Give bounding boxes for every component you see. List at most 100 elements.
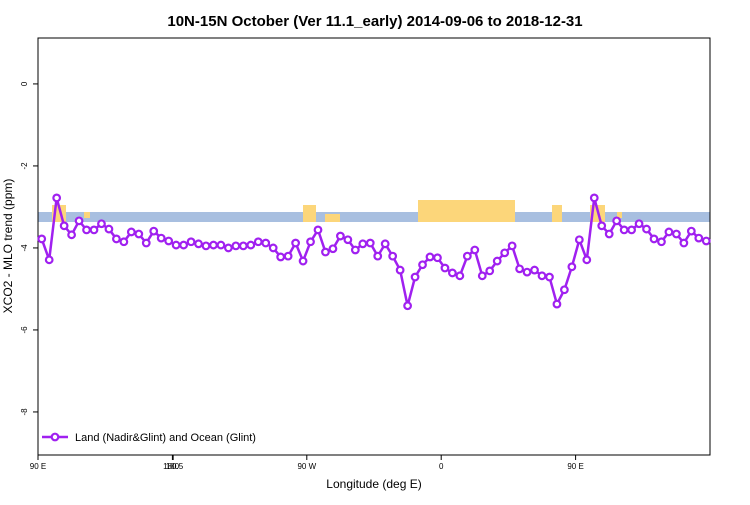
data-point xyxy=(283,251,293,261)
data-point xyxy=(111,234,121,244)
data-point xyxy=(246,240,256,250)
data-point xyxy=(686,226,696,236)
data-point xyxy=(156,233,166,243)
data-point xyxy=(530,265,539,275)
data-point xyxy=(672,229,681,239)
data-point xyxy=(201,241,211,251)
data-point xyxy=(373,251,383,261)
data-point xyxy=(104,224,114,234)
y-tick-label: -6 xyxy=(20,326,29,334)
data-point xyxy=(701,236,711,246)
data-point xyxy=(126,227,136,237)
data-point xyxy=(365,238,375,248)
data-point xyxy=(276,252,286,262)
data-point xyxy=(664,227,674,237)
data-point xyxy=(597,221,607,231)
data-point xyxy=(119,237,129,247)
data-point xyxy=(59,221,69,231)
data-point xyxy=(328,244,338,254)
data-point xyxy=(268,243,278,253)
data-point xyxy=(582,255,592,265)
data-point xyxy=(97,219,106,229)
data-point xyxy=(141,238,151,248)
x-tick-label: 180.5 xyxy=(163,462,184,471)
data-point xyxy=(343,235,353,245)
data-point xyxy=(89,225,99,235)
data-point xyxy=(440,263,450,273)
data-point xyxy=(418,260,427,270)
data-point xyxy=(634,219,644,229)
x-tick-label: 90 W xyxy=(297,462,316,471)
data-point xyxy=(560,285,569,295)
x-tick-label: 180 xyxy=(166,462,180,471)
data-point xyxy=(149,226,159,236)
data-point xyxy=(350,245,360,255)
data-point xyxy=(216,240,226,250)
data-point xyxy=(455,271,465,281)
data-point xyxy=(515,264,524,274)
data-point xyxy=(313,225,323,235)
data-point xyxy=(321,247,330,257)
data-point xyxy=(291,238,301,248)
data-point xyxy=(395,265,405,275)
legend-marker xyxy=(50,432,60,442)
y-axis-label: XCO2 - MLO trend (ppm) xyxy=(1,179,15,314)
data-point xyxy=(261,238,271,248)
chart-title: 10N-15N October (Ver 11.1_early) 2014-09… xyxy=(167,13,582,30)
data-point xyxy=(410,272,420,282)
data-point xyxy=(433,253,442,263)
data-point xyxy=(209,240,218,250)
land-mask xyxy=(38,200,710,222)
data-point xyxy=(164,236,174,246)
x-tick-label: 0 xyxy=(439,462,444,471)
data-point xyxy=(589,193,599,203)
data-point xyxy=(657,237,666,247)
data-point xyxy=(306,237,315,247)
data-point xyxy=(477,271,487,281)
data-point xyxy=(485,266,495,276)
data-point xyxy=(44,255,54,265)
data-point xyxy=(574,235,584,245)
data-point xyxy=(642,224,651,234)
x-tick-label: 90 E xyxy=(567,462,583,471)
y-tick-label: -8 xyxy=(20,408,29,416)
data-point xyxy=(537,271,547,281)
data-point xyxy=(552,299,562,309)
data-point xyxy=(358,239,368,249)
data-point xyxy=(470,245,480,255)
data-point xyxy=(336,231,345,241)
data-point xyxy=(37,234,47,244)
data-point xyxy=(186,237,196,247)
legend-label: Land (Nadir&Glint) and Ocean (Glint) xyxy=(75,432,256,444)
data-point xyxy=(298,256,308,266)
data-point xyxy=(194,239,203,249)
data-point xyxy=(179,240,189,250)
data-point xyxy=(82,225,91,235)
data-point xyxy=(679,238,689,248)
data-point xyxy=(238,241,248,251)
x-tick-label: 90 E xyxy=(30,462,46,471)
data-point xyxy=(612,216,622,226)
data-point xyxy=(567,262,577,272)
data-point xyxy=(380,239,390,249)
data-point xyxy=(492,256,502,266)
data-point xyxy=(171,240,181,250)
data-point xyxy=(462,251,472,261)
data-point xyxy=(403,301,413,311)
data-point xyxy=(52,193,62,203)
x-axis-label: Longitude (deg E) xyxy=(326,477,421,491)
data-point xyxy=(448,268,457,278)
data-point xyxy=(388,251,398,261)
data-point xyxy=(604,229,614,239)
data-point xyxy=(67,230,76,240)
data-point xyxy=(74,216,84,226)
data-point xyxy=(134,229,144,239)
y-tick-label: -4 xyxy=(20,244,29,252)
data-point xyxy=(223,243,233,253)
y-tick-label: -2 xyxy=(20,162,29,170)
data-point xyxy=(507,241,517,251)
plot-frame xyxy=(37,37,711,456)
data-point xyxy=(627,225,636,235)
data-point xyxy=(545,272,554,282)
